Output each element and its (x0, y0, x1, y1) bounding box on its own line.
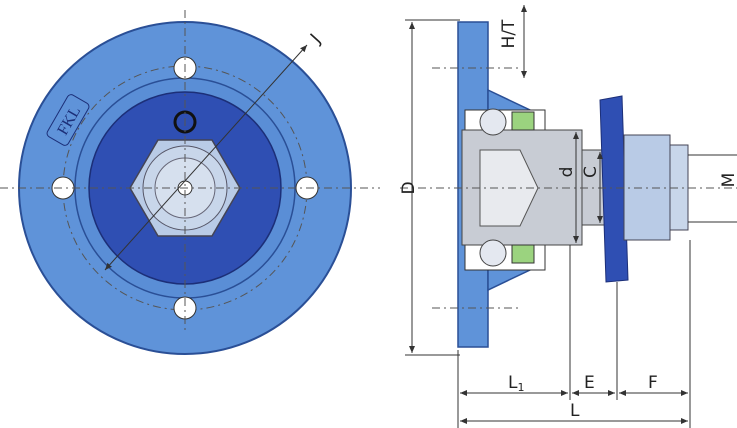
j-dimension (104, 44, 308, 271)
dim-label: J (306, 30, 325, 48)
dim-label: H/T (499, 19, 519, 49)
dim-label: L1 (508, 373, 524, 394)
dim-label: E (584, 373, 595, 393)
ball (479, 108, 507, 136)
dim-label: d (557, 167, 577, 178)
ball (479, 239, 507, 267)
dimensions: D H/T d C M L1 E F L (399, 4, 737, 428)
dim-label: L (570, 401, 580, 421)
cover (599, 95, 629, 283)
seal (511, 244, 535, 264)
dim-label: M (719, 173, 737, 188)
seal (511, 111, 535, 131)
dim-label: D (399, 181, 419, 194)
section-view (400, 21, 737, 348)
front-view: J FKL (0, 10, 380, 355)
dim-label: C (581, 166, 601, 178)
dim-label: F (648, 373, 658, 393)
